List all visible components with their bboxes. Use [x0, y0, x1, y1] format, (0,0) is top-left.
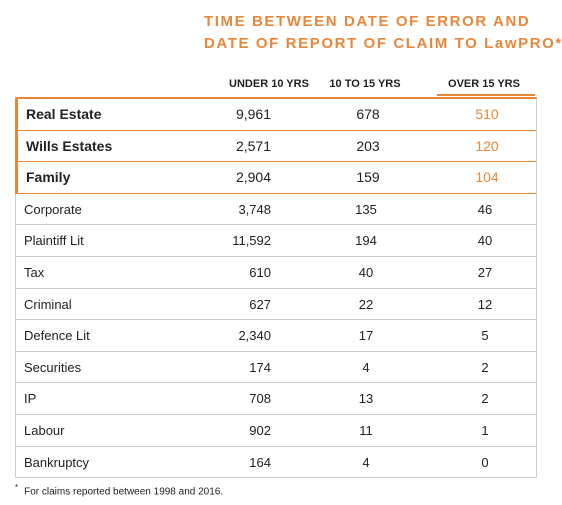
row-label: Criminal: [24, 296, 72, 312]
table-row: Criminal 627 22 12: [16, 289, 536, 321]
cell-value: 120: [475, 137, 499, 154]
cell-value: 4: [362, 359, 370, 375]
cell-value: 17: [358, 328, 374, 344]
cell-value: 902: [249, 422, 271, 438]
cell-value: 104: [475, 169, 499, 186]
cell-value: 22: [358, 296, 374, 312]
cell-value: 159: [356, 169, 380, 186]
table-row: Wills Estates 2,571 203 120: [15, 130, 536, 163]
cell-value: 678: [356, 106, 380, 122]
cell-value: 11: [359, 422, 373, 438]
cell-value: 3,748: [238, 201, 271, 217]
cell-value: 4: [362, 454, 370, 470]
cell-value: 40: [477, 233, 493, 249]
table-row: Securities 174 4 2: [16, 352, 536, 384]
row-label: Labour: [24, 422, 65, 438]
cell-value: 2,571: [235, 137, 271, 154]
footnote-marker: *: [15, 483, 19, 492]
table-row: Defence Lit 2,340 17 5: [16, 320, 536, 352]
cell-value: 510: [475, 106, 499, 122]
table-row: Family 2,904 159 104: [15, 162, 536, 194]
table: Real Estate 9,961 678 510 Wills Estates 2,571…: [15, 97, 537, 479]
cell-value: 0: [481, 454, 489, 470]
cell-value: 40: [358, 264, 374, 280]
table-row: Tax 610 40 27: [16, 257, 536, 289]
cell-value: 164: [249, 454, 271, 470]
header-underline: [437, 94, 535, 96]
cell-value: 1: [481, 422, 489, 438]
cell-value: 203: [356, 137, 380, 154]
column-header: 10 TO 15 YRS: [329, 78, 401, 90]
title: DATE OF REPORT OF CLAIM TO LawPRO*: [204, 35, 562, 52]
row-label: Real Estate: [26, 106, 102, 122]
table-row: IP 708 13 2: [16, 383, 536, 415]
cell-value: 13: [358, 391, 374, 407]
row-label: IP: [24, 391, 37, 407]
cell-value: 708: [249, 391, 271, 407]
cell-value: 174: [249, 359, 271, 375]
cell-value: 2: [481, 391, 489, 407]
table-row: Corporate 3,748 135 46: [16, 194, 536, 226]
cell-value: 12: [477, 296, 493, 312]
cell-value: 135: [355, 201, 377, 217]
table-row: Plaintiff Lit 11,592 194 40: [16, 225, 536, 257]
cell-value: 610: [249, 264, 271, 280]
column-header: OVER 15 YRS: [448, 78, 520, 90]
cell-value: 9,961: [235, 106, 271, 122]
footnote: * For claims reported between 1998 and 20…: [15, 483, 223, 497]
cell-value: 27: [477, 264, 493, 280]
footnote-text: For claims reported between 1998 and 201…: [24, 486, 224, 498]
cell-value: 46: [477, 201, 493, 217]
cell-value: 5: [481, 328, 489, 344]
cell-value: 2,340: [238, 328, 271, 344]
table-row: Real Estate 9,961 678 510: [15, 99, 536, 131]
row-label: Wills Estates: [26, 137, 113, 154]
cell-value: 2,904: [235, 169, 271, 186]
table-row: Labour 902 11 1: [16, 415, 536, 447]
column-header: UNDER 10 YRS: [229, 78, 309, 90]
row-label: Bankruptcy: [24, 454, 90, 470]
row-label: Family: [26, 169, 71, 186]
cell-value: 194: [355, 233, 377, 249]
row-label: Plaintiff Lit: [24, 233, 84, 249]
cell-value: 2: [481, 359, 489, 375]
row-label: Corporate: [24, 201, 82, 217]
row-label: Tax: [24, 264, 45, 280]
row-label: Defence Lit: [24, 328, 90, 344]
table-row: Bankruptcy 164 4 0: [16, 447, 536, 479]
cell-value: 627: [249, 296, 271, 312]
title: TIME BETWEEN DATE OF ERROR AND: [204, 13, 531, 30]
row-label: Securities: [24, 359, 82, 375]
cell-value: 11,592: [232, 233, 271, 249]
